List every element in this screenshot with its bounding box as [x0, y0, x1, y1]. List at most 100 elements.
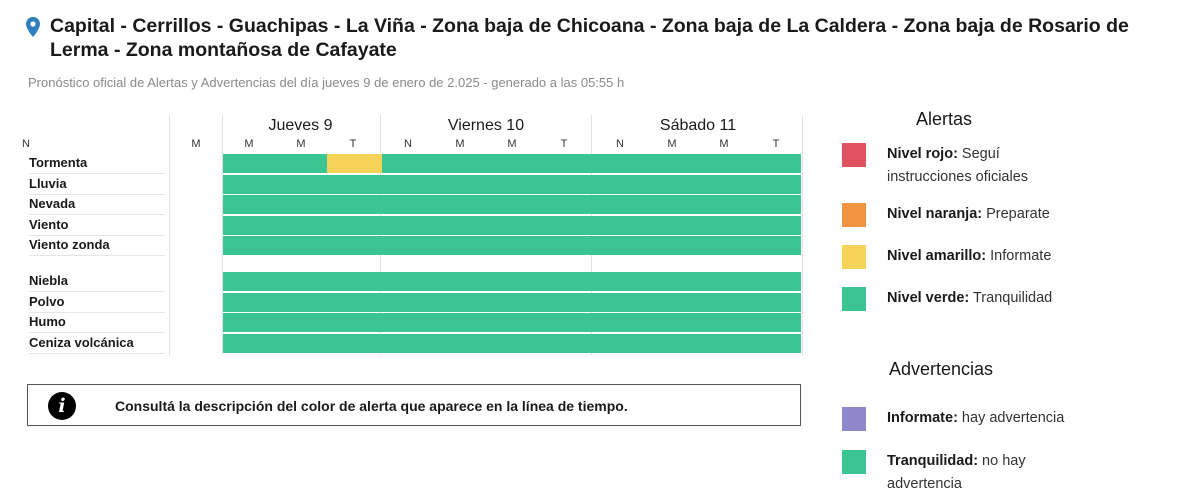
alerts-legend-title: Alertas: [916, 109, 973, 129]
timeline-cell: [170, 154, 223, 173]
column-separator: [591, 115, 592, 355]
map-pin-icon: [26, 17, 40, 37]
column-separator: [169, 115, 170, 355]
timeline-cell: [594, 174, 646, 194]
slot-header: T: [560, 138, 568, 150]
slot-header: T: [349, 138, 357, 150]
timeline-cell: [698, 195, 750, 214]
timeline-cell: [486, 313, 538, 332]
timeline-cell: [170, 334, 223, 353]
timeline-cell: [382, 174, 434, 194]
timeline-cell: [538, 195, 594, 214]
timeline-cell: [750, 195, 801, 214]
timeline-cell: [275, 272, 327, 291]
timeline-cell: [223, 236, 275, 255]
timeline-cell: [223, 333, 275, 353]
timeline-cell: [434, 313, 486, 332]
timeline-cell: [538, 154, 594, 173]
timeline-cell: [750, 313, 801, 332]
timeline-cell: [382, 215, 434, 235]
warnings-legend-title: Advertencias: [889, 359, 994, 379]
timeline-cell: [646, 292, 698, 312]
timeline-cell: [434, 215, 486, 235]
row-label: Viento zonda: [29, 235, 165, 256]
legend-level-name: Informate:: [887, 410, 958, 426]
day-header: Viernes 10: [447, 117, 525, 134]
timeline-cell: [698, 333, 750, 353]
timeline-cell: [434, 333, 486, 353]
slot-header: M: [507, 138, 517, 150]
day-header: Sábado 11: [659, 117, 737, 134]
timeline-cell: [486, 174, 538, 194]
row-label: Humo: [29, 312, 165, 333]
timeline-cell: [275, 333, 327, 353]
timeline-cell: [486, 236, 538, 255]
timeline-cell: [327, 154, 382, 173]
legend-item-text: Nivel rojo: Seguí instrucciones oficiale…: [887, 146, 1029, 185]
alert-timeline: Jueves 9 Viernes 10 Sábado 11 M M M T N M M T N M M T N…: [0, 0, 810, 370]
legend-swatch: [842, 287, 866, 311]
column-separator: [380, 115, 381, 355]
timeline-cell: [434, 236, 486, 255]
timeline-cell: [646, 272, 698, 291]
legend-level-name: Nivel verde:: [887, 290, 970, 306]
timeline-cell: [223, 292, 275, 312]
timeline-cell: [750, 215, 801, 235]
forecast-subtitle: Pronóstico oficial de Alertas y Adverten…: [28, 75, 625, 90]
timeline-cell: [538, 292, 594, 312]
timeline-cell: [698, 236, 750, 255]
slot-header: M: [191, 138, 201, 150]
timeline-cell: [486, 272, 538, 291]
timeline-cell: [594, 313, 646, 332]
slot-header: N: [404, 138, 412, 150]
timeline-cell: [434, 174, 486, 194]
column-separator: [222, 115, 223, 355]
info-note: i Consultá la descripción del color de a…: [27, 384, 801, 426]
timeline-cell: [170, 236, 223, 255]
timeline-cell: [698, 313, 750, 332]
legend-swatch: [842, 407, 866, 431]
timeline-cell: [646, 236, 698, 255]
timeline-cell: [486, 292, 538, 312]
timeline-cell: [750, 272, 801, 291]
timeline-cell: [486, 333, 538, 353]
timeline-cell: [275, 313, 327, 332]
timeline-cell: [434, 154, 486, 173]
timeline-cell: [382, 292, 434, 312]
timeline-cell: [538, 215, 594, 235]
timeline-cell: [223, 195, 275, 214]
legend-swatch: [842, 245, 866, 269]
timeline-cell: [486, 154, 538, 173]
row-label: Polvo: [29, 292, 165, 313]
legend-item-text: Nivel verde: Tranquilidad: [887, 290, 1053, 306]
timeline-cell: [327, 195, 382, 214]
timeline-cell: [594, 292, 646, 312]
timeline-cell: [327, 174, 382, 194]
row-label: Ceniza volcánica: [29, 333, 165, 354]
timeline-cell: [646, 195, 698, 214]
timeline-cell: [750, 154, 801, 173]
timeline-cell: [223, 272, 275, 291]
timeline-cell: [223, 313, 275, 332]
legend-level-name: Nivel rojo:: [887, 146, 958, 162]
legend-item-text: Tranquilidad: no hay advertencia: [887, 453, 1026, 492]
timeline-cell: [170, 272, 223, 291]
timeline-cell: [698, 215, 750, 235]
timeline-cell: [327, 272, 382, 291]
timeline-cell: [434, 195, 486, 214]
timeline-cell: [698, 272, 750, 291]
slot-header: M: [719, 138, 729, 150]
timeline-cell: [486, 195, 538, 214]
timeline-cell: [170, 175, 223, 194]
timeline-cell: [750, 292, 801, 312]
legend-swatch: [842, 203, 866, 227]
timeline-cell: [223, 215, 275, 235]
timeline-cell: [698, 292, 750, 312]
timeline-cell: [698, 154, 750, 173]
timeline-cell: [646, 215, 698, 235]
legend-level-name: Nivel amarillo:: [887, 248, 987, 264]
legend-level-name: Tranquilidad:: [887, 453, 979, 469]
timeline-cell: [223, 154, 275, 173]
slot-header: M: [296, 138, 306, 150]
row-label: Nevada: [29, 194, 165, 215]
